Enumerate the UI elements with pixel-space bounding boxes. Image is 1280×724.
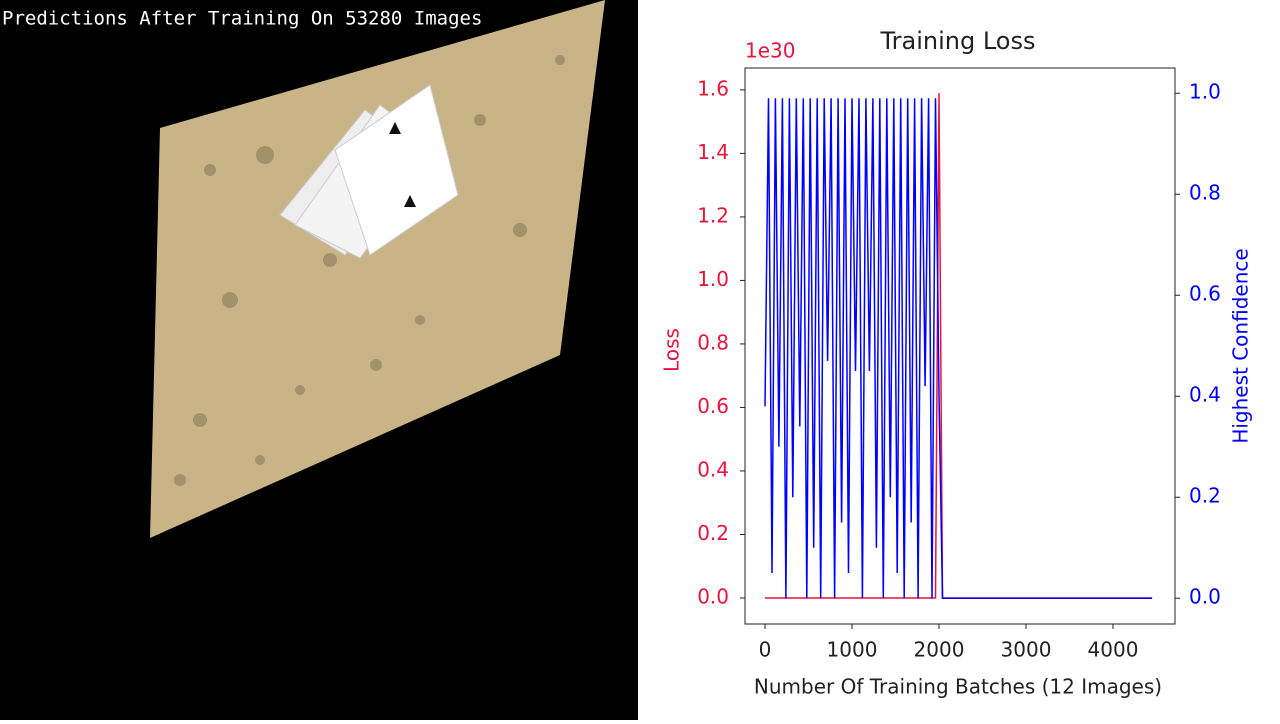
chart-title: Training Loss	[880, 27, 1036, 55]
series-line	[764, 98, 1153, 599]
y-tick-label: 1.2	[697, 203, 729, 227]
y-tick-label: 1.0	[697, 267, 729, 291]
x-axis-label: Number Of Training Batches (12 Images)	[754, 675, 1162, 699]
cards	[279, 84, 459, 259]
texture	[174, 55, 565, 486]
x-tick-label: 2000	[914, 638, 965, 662]
y-offset-label: 1e30	[745, 39, 795, 63]
y2-tick-label: 0.0	[1189, 585, 1221, 609]
y2-axis-label: Highest Confidence	[1229, 248, 1253, 443]
tabletop	[150, 0, 605, 538]
y-tick-label: 0.2	[697, 521, 729, 545]
y-axis-label: Loss	[660, 328, 684, 372]
x-tick-label: 0	[759, 638, 772, 662]
y-tick-label: 0.8	[697, 330, 729, 354]
image-caption: Predictions After Training On 53280 Imag…	[2, 8, 482, 30]
y-tick-label: 0.0	[697, 584, 729, 608]
y2-tick-label: 0.4	[1189, 383, 1221, 407]
y-tick-label: 1.6	[697, 76, 729, 100]
x-tick-label: 3000	[1001, 638, 1052, 662]
x-tick-label: 4000	[1088, 638, 1139, 662]
y-tick-label: 1.4	[697, 140, 729, 164]
y2-tick-label: 0.2	[1189, 484, 1221, 508]
series-line	[765, 93, 1153, 599]
y-tick-label: 0.6	[697, 394, 729, 418]
y2-tick-label: 0.6	[1189, 282, 1221, 306]
plot-frame	[744, 67, 1176, 625]
y-tick-label: 0.4	[697, 457, 729, 481]
y2-tick-label: 0.8	[1189, 181, 1221, 205]
y2-tick-label: 1.0	[1189, 80, 1221, 104]
x-tick-label: 1000	[827, 638, 878, 662]
